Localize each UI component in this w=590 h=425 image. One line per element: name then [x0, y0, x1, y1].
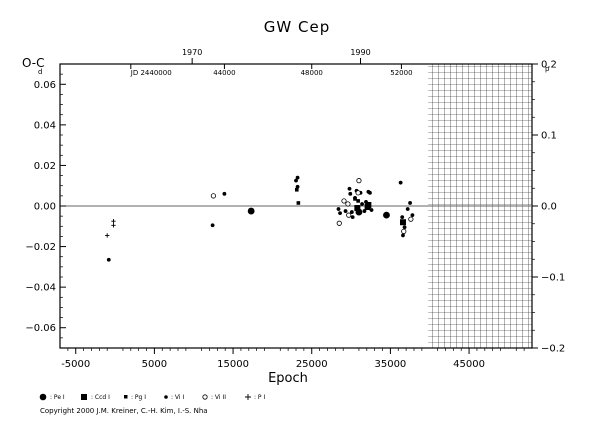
x-tick-label: 15000: [217, 359, 249, 370]
year-tick-label: 1970: [182, 48, 202, 57]
point-ccd-i: [399, 219, 406, 226]
point-vi-i: [350, 215, 355, 220]
legend-symbol-pg-i: [124, 395, 128, 399]
point-vi-i: [353, 195, 357, 200]
point-vi-i: [364, 200, 368, 204]
y-tick-label: −0.06: [25, 323, 56, 334]
point-pg-i: [356, 199, 360, 203]
y-axis-label: O-C: [22, 56, 45, 70]
right-tick-label: −0.2: [541, 344, 565, 355]
point-vi-i: [400, 215, 405, 220]
point-vi-i: [295, 184, 300, 189]
point-p-i: [111, 223, 116, 228]
point-vi-i: [347, 186, 352, 191]
right-tick-label: 0.2: [541, 60, 557, 71]
x-axis-label: Epoch: [268, 371, 308, 386]
point-pe-i: [247, 207, 255, 215]
point-vi-i: [343, 209, 348, 213]
legend-label-pe-i: : Pe I: [50, 394, 65, 401]
right-axis-unit: p: [545, 65, 550, 73]
legend-label-vi-i: : Vi I: [171, 394, 184, 401]
right-tick-label: 0.1: [541, 131, 557, 142]
point-vi-i: [106, 257, 111, 262]
data-points: [105, 175, 415, 262]
legend-label-ccd-i: : Ccd I: [91, 394, 110, 401]
legend: : Pe I : Ccd I : Pg I : Vi I : Vi II : P…: [39, 393, 265, 401]
point-vi-i: [210, 223, 215, 228]
point-vi-i: [402, 225, 407, 230]
legend-symbol-ccd-i: [81, 394, 87, 400]
point-vi-i: [362, 209, 367, 213]
point-vi-i: [408, 201, 412, 205]
point-vi-i: [336, 207, 341, 211]
x-tick-label: 5000: [142, 359, 167, 370]
point-ccd-i: [365, 201, 372, 208]
legend-label-vi-ii: : Vi II: [211, 394, 226, 401]
jd-tick-label: 52000: [390, 69, 412, 77]
point-p-i: [111, 219, 116, 224]
point-vi-ii: [210, 193, 216, 199]
point-vi-ii: [341, 198, 347, 204]
y-tick-label: 0.04: [34, 120, 56, 131]
jd-tick-label: 44000: [213, 69, 235, 77]
x-tick-label: -5000: [61, 359, 90, 370]
point-vi-ii: [355, 190, 361, 196]
legend-symbol-pe-i: [39, 393, 47, 401]
point-vi-i: [294, 178, 298, 183]
point-vi-i: [295, 175, 300, 180]
point-pg-i: [296, 201, 301, 205]
point-vi-i: [349, 210, 354, 214]
point-ccd-i: [354, 205, 361, 212]
y-tick-label: 0.00: [34, 202, 56, 213]
y-tick-label: 0.06: [34, 80, 56, 91]
point-vi-i: [368, 190, 372, 195]
point-vi-i: [401, 233, 405, 238]
y-tick-label: 0.02: [34, 161, 56, 172]
right-tick-label: −0.1: [541, 273, 565, 284]
jd-tick-label: 48000: [301, 69, 323, 77]
x-tick-label: 35000: [374, 359, 406, 370]
legend-symbol-vi-ii: [202, 394, 208, 400]
point-vi-ii: [346, 212, 352, 218]
point-vi-ii: [336, 220, 342, 226]
point-vi-i: [398, 180, 403, 185]
legend-symbol-p-i: [245, 394, 251, 400]
point-pg-i: [294, 187, 299, 192]
point-vi-ii: [408, 216, 414, 222]
point-vi-i: [348, 191, 353, 196]
point-vi-i: [338, 211, 342, 216]
point-vi-i: [410, 213, 415, 218]
point-vi-ii: [356, 178, 362, 184]
right-tick-label: 0.0: [541, 202, 557, 213]
legend-label-pg-i: : Pg I: [131, 394, 146, 401]
y-tick-label: −0.02: [25, 242, 56, 253]
copyright-text: Copyright 2000 J.M. Kreiner, C.-H. Kim, …: [40, 407, 208, 415]
x-tick-label: 25000: [296, 359, 328, 370]
x-tick-label: 45000: [453, 359, 485, 370]
legend-label-p-i: : P I: [254, 394, 265, 401]
y-axis-unit: d: [38, 68, 42, 76]
point-p-i: [105, 233, 110, 238]
point-vi-ii: [345, 201, 351, 207]
axes: -5000 5000 15000 25000 35000 45000 0.06 0.04 0.0…: [25, 48, 565, 370]
jd-tick-label: JD 2440000: [130, 69, 172, 77]
y-tick-label: −0.04: [25, 283, 56, 294]
chart-title: GW Cep: [264, 18, 330, 36]
point-vi-i: [369, 208, 374, 212]
legend-symbol-vi-i: [164, 395, 168, 399]
year-tick-label: 1990: [350, 48, 370, 57]
point-pe-i: [383, 211, 390, 219]
point-vi-i: [360, 202, 364, 206]
point-vi-i: [222, 191, 227, 196]
point-vi-ii: [401, 228, 407, 234]
point-vi-i: [405, 207, 410, 211]
